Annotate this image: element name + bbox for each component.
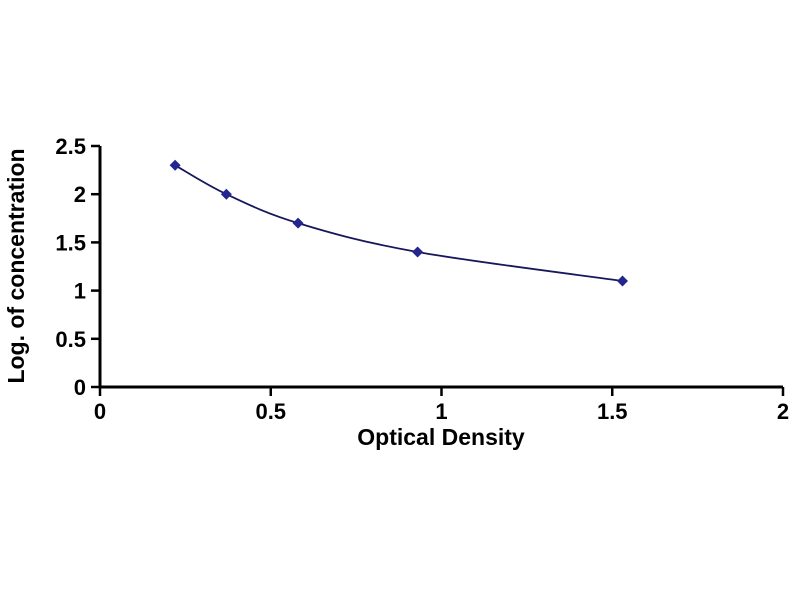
series <box>169 159 628 287</box>
data-point-marker <box>220 188 232 200</box>
x-tick-label: 0 <box>94 399 106 424</box>
data-point-marker <box>292 217 304 229</box>
y-tick-label: 2 <box>74 182 86 207</box>
axes: 0 0.5 1 1.5 2 0 0.5 1 1.5 2 2.5 <box>55 134 789 424</box>
data-point-marker <box>412 246 424 258</box>
y-tick-label: 0 <box>74 375 86 400</box>
y-axis-title: Log. of concentration <box>3 148 29 383</box>
x-tick-label: 1 <box>435 399 447 424</box>
x-tick-label: 0.5 <box>255 399 286 424</box>
y-tick-label: 0.5 <box>55 327 86 352</box>
x-tick-label: 2 <box>777 399 789 424</box>
data-point-marker <box>616 275 628 287</box>
curve-line <box>174 164 623 282</box>
x-tick-label: 1.5 <box>597 399 628 424</box>
y-tick-label: 1 <box>74 279 86 304</box>
data-point-marker <box>169 159 181 171</box>
y-tick-label: 1.5 <box>55 230 86 255</box>
y-tick-label: 2.5 <box>55 134 86 159</box>
x-axis-title: Optical Density <box>357 424 525 450</box>
